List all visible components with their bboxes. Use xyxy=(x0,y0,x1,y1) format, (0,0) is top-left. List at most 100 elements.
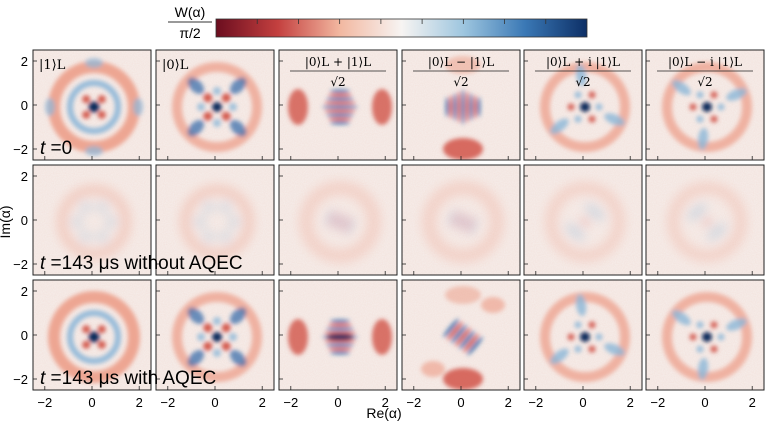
x-tick-label: 0 xyxy=(211,395,218,410)
panel-no-aqec-zero xyxy=(155,164,275,276)
x-tick-label: 0 xyxy=(457,395,464,410)
wigner-pattern xyxy=(422,181,504,263)
wigner-pattern xyxy=(180,185,254,259)
state-label-denominator: √2 xyxy=(575,75,590,89)
x-tick-label: 2 xyxy=(749,395,756,410)
wigner-pattern xyxy=(48,291,140,383)
panel-ticks xyxy=(156,290,263,390)
panel-ticks xyxy=(524,60,631,160)
row-label-t0: t =0 xyxy=(40,138,72,159)
colorbar-label-bottom: π/2 xyxy=(179,25,201,41)
panel-aqec-plus xyxy=(278,279,398,391)
row-label-no-aqec: t =143 μs without AQEC xyxy=(40,253,243,274)
colorbar: W(α) π/2 xyxy=(168,4,588,41)
panel-ticks xyxy=(33,60,140,160)
x-tick-label: 2 xyxy=(136,395,143,410)
column-label-minus: |0⟩L − |1⟩L √2 xyxy=(413,55,509,89)
wigner-pattern xyxy=(667,182,747,262)
x-tick-label: −2 xyxy=(37,395,52,410)
row-label-aqec: t =143 μs with AQEC xyxy=(40,368,216,389)
column-label-plus: |0⟩L + |1⟩L √2 xyxy=(290,55,386,89)
panel-ticks xyxy=(279,175,386,275)
wigner-pattern xyxy=(662,62,752,152)
state-label-denominator: √2 xyxy=(453,75,468,89)
panel-ticks xyxy=(524,290,631,390)
colorbar-label-top: W(α) xyxy=(175,4,206,20)
x-tick-label: −2 xyxy=(160,395,175,410)
wigner-pattern xyxy=(172,62,262,152)
y-tick-label: 0 xyxy=(21,98,28,113)
y-tick-label: 0 xyxy=(21,213,28,228)
x-tick-label: 0 xyxy=(579,395,586,410)
axes: −2 0 2 −2 0 2 −2 0 2 −2 0 2 −2 0 2 −2 0 2 2 0 −2 2 0 −2 2 0 −2 Re(α… xyxy=(0,54,756,421)
wigner-pattern xyxy=(421,286,505,390)
panel-t0-zero xyxy=(155,49,275,161)
state-label: |1⟩L xyxy=(39,58,66,73)
y-tick-label: 0 xyxy=(21,328,28,343)
wigner-pattern xyxy=(299,181,381,263)
colorbar-gradient xyxy=(215,18,588,38)
state-label-numerator: |0⟩L − i |1⟩L xyxy=(668,55,742,69)
panel-t0-one xyxy=(32,49,152,161)
state-label-numerator: |0⟩L + |1⟩L xyxy=(305,55,371,69)
y-tick-label: 2 xyxy=(21,54,28,69)
panel-ticks xyxy=(156,60,263,160)
x-tick-label: 0 xyxy=(88,395,95,410)
panel-ticks xyxy=(646,290,753,390)
state-label-numerator: |0⟩L − |1⟩L xyxy=(428,55,494,69)
panel-ticks xyxy=(402,175,509,275)
panel-ticks xyxy=(524,175,631,275)
x-tick-label: 0 xyxy=(334,395,341,410)
panel-ticks xyxy=(646,175,753,275)
wigner-pattern xyxy=(540,292,630,382)
state-label-denominator: √2 xyxy=(697,75,712,89)
y-tick-label: −2 xyxy=(13,142,28,157)
wigner-pattern xyxy=(540,62,630,152)
x-tick-label: 0 xyxy=(701,395,708,410)
x-tick-label: −2 xyxy=(650,395,665,410)
panel-ticks xyxy=(402,290,509,390)
panel-aqec-zero xyxy=(155,279,275,391)
panel-no-aqec-minus-i xyxy=(645,164,765,276)
panel-aqec-minus xyxy=(401,279,521,391)
time-label: t =143 μs without AQEC xyxy=(40,253,243,274)
x-tick-label: −2 xyxy=(283,395,298,410)
panel-no-aqec-plus xyxy=(278,164,398,276)
panel-t0-minus-i xyxy=(645,49,765,161)
wigner-pattern xyxy=(288,319,392,355)
wigner-pattern xyxy=(443,56,483,160)
time-label: t =0 xyxy=(40,138,72,159)
panel-no-aqec-plus-i xyxy=(523,164,643,276)
y-tick-label: −2 xyxy=(13,372,28,387)
state-label-denominator: √2 xyxy=(330,75,345,89)
panel-aqec-plus-i xyxy=(523,279,643,391)
wigner-pattern xyxy=(172,292,262,382)
panel-t0-plus-i xyxy=(523,49,643,161)
column-label-zero: |0⟩L xyxy=(162,58,189,73)
x-tick-label: 2 xyxy=(627,395,634,410)
state-label: |0⟩L xyxy=(162,58,189,73)
panel-ticks xyxy=(646,60,753,160)
wigner-pattern xyxy=(545,182,625,262)
y-axis-label: Im(α) xyxy=(0,206,13,239)
wigner-pattern xyxy=(662,292,752,382)
panel-ticks xyxy=(402,60,509,160)
panel-ticks xyxy=(279,290,386,390)
panel-ticks xyxy=(33,175,140,275)
x-tick-label: 2 xyxy=(382,395,389,410)
panel-no-aqec-minus xyxy=(401,164,521,276)
x-tick-label: 2 xyxy=(259,395,266,410)
x-tick-label: 2 xyxy=(505,395,512,410)
x-tick-label: −2 xyxy=(528,395,543,410)
y-tick-label: −2 xyxy=(13,257,28,272)
wigner-pattern xyxy=(57,185,131,259)
panel-ticks xyxy=(279,60,386,160)
state-label-numerator: |0⟩L + i |1⟩L xyxy=(546,55,620,69)
y-tick-label: 2 xyxy=(21,169,28,184)
panel-t0-minus xyxy=(401,49,521,161)
panel-ticks xyxy=(33,290,140,390)
column-label-one: |1⟩L xyxy=(39,58,66,73)
wigner-grid xyxy=(32,49,765,391)
panel-t0-plus xyxy=(278,49,398,161)
